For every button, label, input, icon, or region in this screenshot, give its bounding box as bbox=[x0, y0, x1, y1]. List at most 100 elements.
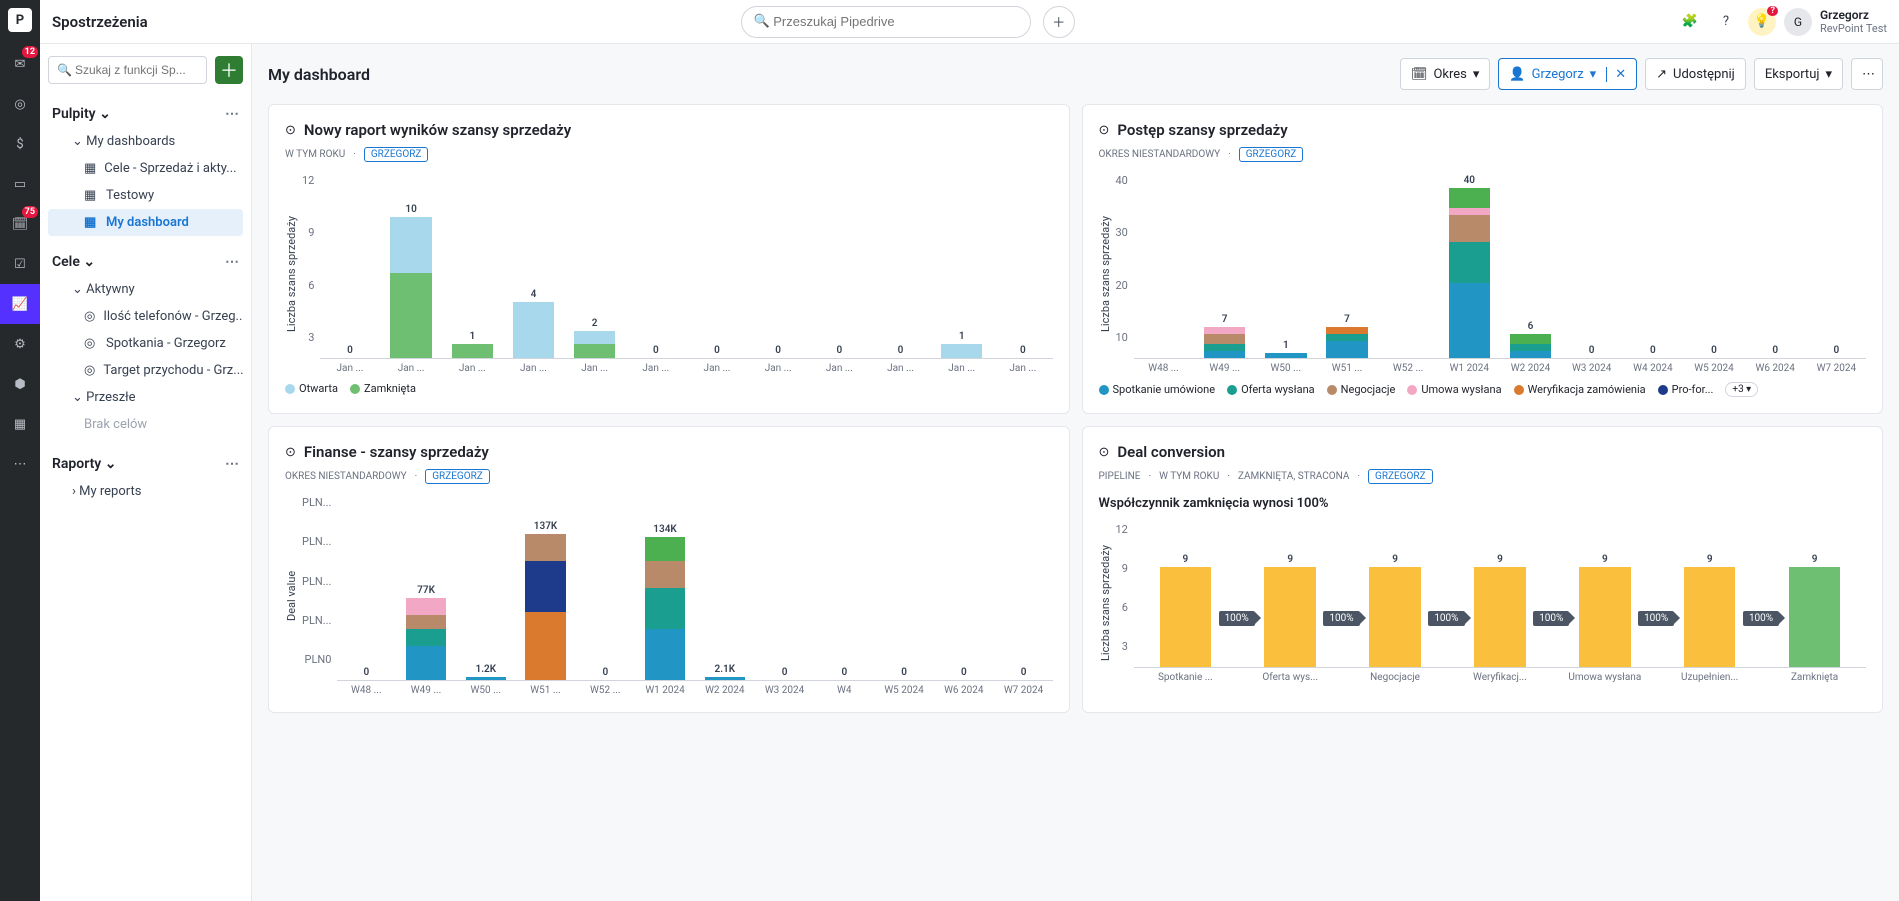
chart-bar[interactable] bbox=[1379, 356, 1438, 358]
chart-bar[interactable]: 0 bbox=[871, 345, 930, 358]
sidebar-item[interactable]: ◎Ilość telefonów - Grzeg... bbox=[48, 303, 243, 330]
chart-bar[interactable]: 0 bbox=[935, 667, 993, 680]
sidebar-search[interactable]: 🔍 bbox=[48, 56, 207, 84]
share-icon: ↗ bbox=[1656, 67, 1667, 82]
target-icon[interactable]: ◎ bbox=[0, 84, 40, 124]
chart-bar[interactable]: 6 bbox=[1501, 321, 1560, 358]
contacts-icon[interactable]: ▭ bbox=[0, 164, 40, 204]
chart-bar[interactable]: 1.2K bbox=[457, 664, 515, 680]
chart-bar[interactable]: 0 bbox=[1562, 345, 1621, 358]
logo[interactable]: P bbox=[8, 8, 32, 32]
legend-item[interactable]: Negocjacje bbox=[1327, 383, 1396, 396]
chart-bar[interactable]: 0 bbox=[1807, 345, 1866, 358]
legend-item[interactable]: Umowa wysłana bbox=[1407, 383, 1501, 396]
legend-item[interactable]: Spotkanie umówione bbox=[1099, 383, 1216, 396]
calendar-icon[interactable]: 🗓75 bbox=[0, 204, 40, 244]
chart-bar[interactable]: 77K bbox=[397, 585, 455, 680]
sidebar-item[interactable]: ◎Spotkania - Grzegorz bbox=[48, 330, 243, 357]
sidebar-item[interactable]: ◎Target przychodu - Grz... bbox=[48, 357, 243, 384]
money-icon[interactable]: $ bbox=[0, 124, 40, 164]
legend-item[interactable]: Zamknięta bbox=[350, 382, 416, 395]
chart-bar[interactable]: 0 bbox=[993, 345, 1052, 358]
global-search[interactable]: 🔍 bbox=[741, 6, 1031, 38]
chart-bar[interactable]: 0 bbox=[756, 667, 814, 680]
chart-bar[interactable]: 9 bbox=[1763, 554, 1866, 667]
sidebar-item-my-dashboards[interactable]: ⌄ My dashboards bbox=[48, 128, 243, 155]
chart-bar[interactable]: 0 bbox=[1684, 345, 1743, 358]
sidebar-item-active[interactable]: ⌄ Aktywny bbox=[48, 276, 243, 303]
chart-bar[interactable]: 0 bbox=[687, 345, 746, 358]
chart-bar[interactable]: 1 bbox=[932, 331, 991, 358]
chart-bar[interactable]: 2 bbox=[565, 318, 624, 358]
tasks-icon[interactable]: ☑ bbox=[0, 244, 40, 284]
dashboard-title: My dashboard bbox=[268, 65, 370, 84]
section-dashboards[interactable]: Pulpity ⌄ ⋯ bbox=[48, 100, 243, 128]
legend-item[interactable]: Weryfikacja zamówienia bbox=[1514, 383, 1646, 396]
add-button[interactable]: ＋ bbox=[1043, 6, 1075, 38]
card-finanse: ⊙Finanse - szansy sprzedaży OKRES NIESTA… bbox=[268, 426, 1070, 713]
section-goals[interactable]: Cele ⌄ ⋯ bbox=[48, 248, 243, 276]
legend-item[interactable]: Oferta wysłana bbox=[1227, 383, 1315, 396]
sidebar-item-my-reports[interactable]: › My reports bbox=[48, 478, 243, 505]
chart-bar[interactable]: 1 bbox=[443, 331, 502, 358]
chart-bar[interactable] bbox=[1134, 356, 1193, 358]
chart-bar[interactable]: 1 bbox=[1256, 340, 1315, 358]
campaigns-icon[interactable]: ⚙ bbox=[0, 324, 40, 364]
legend-item[interactable]: Pro-for... bbox=[1658, 383, 1714, 396]
export-button[interactable]: Eksportuj▾ bbox=[1754, 58, 1843, 90]
chart-bar[interactable]: 0 bbox=[1746, 345, 1805, 358]
extension-icon[interactable]: 🧩 bbox=[1676, 8, 1704, 36]
legend-more[interactable]: +3 ▾ bbox=[1725, 382, 1758, 397]
global-search-input[interactable] bbox=[773, 14, 1018, 29]
chevron-down-icon: ⌄ bbox=[72, 282, 83, 297]
chart-bar[interactable]: 9100% bbox=[1239, 554, 1342, 667]
chart-bar[interactable]: 0 bbox=[337, 667, 395, 680]
chart-bar[interactable]: 0 bbox=[749, 345, 808, 358]
legend-item[interactable]: Otwarta bbox=[285, 382, 338, 395]
chart-bar[interactable]: 137K bbox=[517, 521, 575, 680]
sidebar-item[interactable]: ▦Cele - Sprzedaż i akty... bbox=[48, 155, 243, 182]
more-icon[interactable]: ⋯ bbox=[225, 106, 239, 122]
tips-icon[interactable]: 💡? bbox=[1748, 8, 1776, 36]
help-icon[interactable]: ? bbox=[1712, 8, 1740, 36]
chart-bar[interactable]: 0 bbox=[576, 667, 634, 680]
chart-bar[interactable]: 134K bbox=[636, 524, 694, 680]
insights-icon[interactable]: 📈 bbox=[0, 284, 40, 324]
chart-bar[interactable]: 0 bbox=[875, 667, 933, 680]
chart-bar[interactable]: 0 bbox=[320, 345, 379, 358]
chart-bar[interactable]: 7 bbox=[1317, 314, 1376, 358]
chart-bar[interactable]: 0 bbox=[810, 345, 869, 358]
user-filter[interactable]: 👤Grzegorz▾✕ bbox=[1498, 58, 1637, 90]
sidebar-item-past[interactable]: ⌄ Przeszłe bbox=[48, 384, 243, 411]
more-icon[interactable]: ⋯ bbox=[225, 456, 239, 472]
chart-bar[interactable]: 9100% bbox=[1134, 554, 1237, 667]
sidebar-item[interactable]: ▦Testowy bbox=[48, 182, 243, 209]
more-icon[interactable]: ⋯ bbox=[225, 254, 239, 270]
sidebar-search-input[interactable] bbox=[75, 63, 198, 77]
more-icon[interactable]: ⋯ bbox=[0, 444, 40, 484]
chart-bar[interactable]: 0 bbox=[995, 667, 1053, 680]
chart-bar[interactable]: 2.1K bbox=[696, 664, 754, 680]
clear-filter-icon[interactable]: ✕ bbox=[1606, 67, 1626, 82]
products-icon[interactable]: ⬢ bbox=[0, 364, 40, 404]
add-dashboard-button[interactable]: ＋ bbox=[215, 56, 243, 84]
chart-bar[interactable]: 0 bbox=[815, 667, 873, 680]
chart-bar[interactable]: 9100% bbox=[1658, 554, 1761, 667]
chart-bar[interactable]: 7 bbox=[1195, 314, 1254, 358]
chart-bar[interactable]: 9100% bbox=[1344, 554, 1447, 667]
marketplace-icon[interactable]: ▦ bbox=[0, 404, 40, 444]
period-filter[interactable]: 🗓Okres▾ bbox=[1400, 58, 1490, 90]
chart-bar[interactable]: 0 bbox=[626, 345, 685, 358]
user-menu[interactable]: G Grzegorz RevPoint Test bbox=[1784, 8, 1887, 36]
mail-icon[interactable]: ✉12 bbox=[0, 44, 40, 84]
chart-bar[interactable]: 4 bbox=[504, 289, 563, 358]
chart-bar[interactable]: 9100% bbox=[1553, 554, 1656, 667]
chart-bar[interactable]: 40 bbox=[1440, 175, 1499, 358]
chart-bar[interactable]: 10 bbox=[382, 204, 441, 358]
share-button[interactable]: ↗Udostępnij bbox=[1645, 58, 1746, 90]
chart-bar[interactable]: 9100% bbox=[1449, 554, 1552, 667]
more-button[interactable]: ⋯ bbox=[1851, 58, 1883, 90]
chart-bar[interactable]: 0 bbox=[1623, 345, 1682, 358]
section-reports[interactable]: Raporty ⌄ ⋯ bbox=[48, 450, 243, 478]
sidebar-item[interactable]: ▦My dashboard bbox=[48, 209, 243, 236]
